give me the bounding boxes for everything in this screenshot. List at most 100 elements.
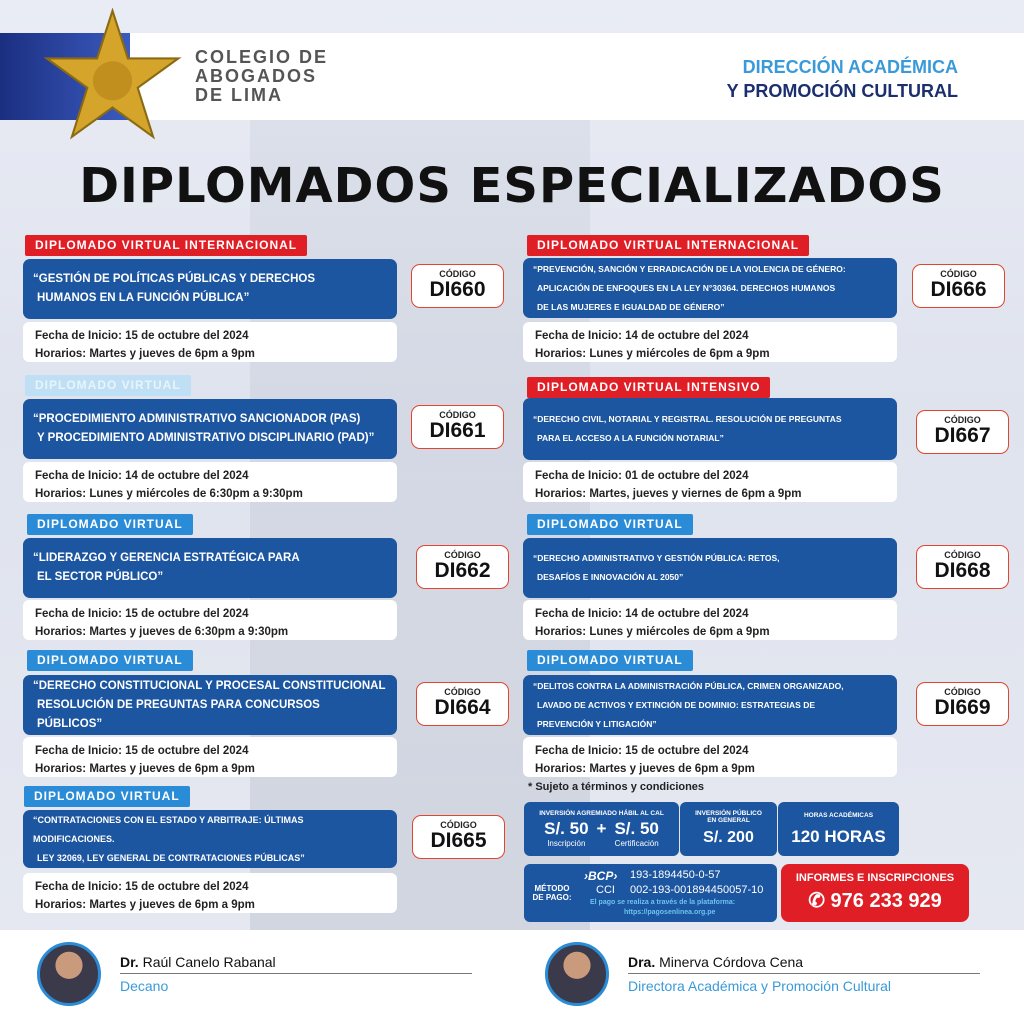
course-title-card: “GESTIÓN DE POLÍTICAS PÚBLICAS Y DERECHO…	[23, 259, 397, 319]
course-title: “PREVENCIÓN, SANCIÓN Y ERRADICACIÓN DE L…	[533, 260, 846, 317]
direction-line1: DIRECCIÓN ACADÉMICA	[742, 57, 958, 77]
course-title-card: “DELITOS CONTRA LA ADMINISTRACIÓN PÚBLIC…	[523, 675, 897, 735]
course-title-line: HUMANOS EN LA FUNCIÓN PÚBLICA”	[37, 292, 250, 304]
payment-label: MÉTODO DE PAGO:	[532, 884, 572, 902]
plus-sign: +	[596, 819, 607, 838]
registration-label: Inscripción	[547, 839, 586, 848]
course-title-line: Y PROCEDIMIENTO ADMINISTRATIVO DISCIPLIN…	[37, 432, 375, 444]
header-band	[0, 33, 1024, 120]
course-title-line: “CONTRATACIONES CON EL ESTADO Y ARBITRAJ…	[33, 814, 304, 844]
public-label: INVERSIÓN PÚBLICO EN GENERAL	[695, 810, 762, 824]
course-tag: DIPLOMADO VIRTUAL	[527, 514, 693, 535]
course-code-box: CÓDIGO DI664	[416, 682, 509, 726]
course-title-line: RESOLUCIÓN DE PREGUNTAS PARA CONCURSOS P…	[37, 698, 320, 730]
public-price: S/. 200	[703, 829, 754, 846]
certification-price: S/. 50	[614, 819, 659, 838]
course-code: DI661	[429, 419, 486, 442]
direction-title: DIRECCIÓN ACADÉMICA Y PROMOCIÓN CULTURAL	[727, 55, 958, 103]
course-tag: DIPLOMADO VIRTUAL	[24, 786, 190, 807]
course-tag: DIPLOMADO VIRTUAL	[527, 650, 693, 671]
course-tag: DIPLOMADO VIRTUAL INTERNACIONAL	[25, 235, 308, 256]
course-info: Fecha de Inicio: 15 de octubre del 2024 H…	[523, 737, 897, 777]
director-role: Directora Académica y Promoción Cultural	[628, 978, 891, 994]
dean-title: Dr.	[120, 954, 139, 970]
course-schedule: Horarios: Martes y jueves de 6pm a 9pm	[535, 763, 755, 775]
course-code-label: CÓDIGO	[439, 269, 476, 279]
course-title-line: “PROCEDIMIENTO ADMINISTRATIVO SANCIONADO…	[33, 413, 361, 425]
course-code: DI665	[430, 829, 487, 852]
course-schedule: Horarios: Martes y jueves de 6:30pm a 9:…	[35, 626, 289, 638]
course-code: DI668	[934, 559, 991, 582]
course-code-box: CÓDIGO DI660	[411, 264, 504, 308]
course-code: DI669	[934, 696, 991, 719]
course-code-label: CÓDIGO	[440, 820, 477, 830]
course-start-date: Fecha de Inicio: 15 de octubre del 2024	[35, 881, 249, 893]
course-title-line: APLICACIÓN DE ENFOQUES EN LA LEY N°30364…	[537, 282, 836, 293]
course-info: Fecha de Inicio: 14 de octubre del 2024 H…	[23, 462, 397, 502]
course-start-date: Fecha de Inicio: 15 de octubre del 2024	[35, 608, 249, 620]
course-title: “DERECHO CIVIL, NOTARIAL Y REGISTRAL. RE…	[533, 410, 842, 448]
course-title-line: “GESTIÓN DE POLÍTICAS PÚBLICAS Y DERECHO…	[33, 273, 316, 285]
course-code-label: CÓDIGO	[944, 687, 981, 697]
course-start-date: Fecha de Inicio: 14 de octubre del 2024	[535, 608, 749, 620]
footer	[0, 930, 1024, 1020]
course-schedule: Horarios: Martes, jueves y viernes de 6p…	[535, 488, 802, 500]
avatar-dean	[37, 942, 101, 1006]
course-start-date: Fecha de Inicio: 01 de octubre del 2024	[535, 470, 749, 482]
contact-phone[interactable]: 976 233 929	[830, 890, 942, 912]
course-schedule: Horarios: Martes y jueves de 6pm a 9pm	[35, 348, 255, 360]
contact-box[interactable]: INFORMES E INSCRIPCIONES ✆ 976 233 929	[781, 864, 969, 922]
course-title: “PROCEDIMIENTO ADMINISTRATIVO SANCIONADO…	[33, 410, 374, 448]
course-title-card: “PREVENCIÓN, SANCIÓN Y ERRADICACIÓN DE L…	[523, 258, 897, 318]
course-title: “DELITOS CONTRA LA ADMINISTRACIÓN PÚBLIC…	[533, 677, 844, 734]
course-info: Fecha de Inicio: 14 de octubre del 2024 H…	[523, 322, 897, 362]
member-label: INVERSIÓN AGREMIADO HÁBIL AL CAL	[539, 810, 664, 817]
course-title: “DERECHO ADMINISTRATIVO Y GESTIÓN PÚBLIC…	[533, 549, 780, 587]
course-info: Fecha de Inicio: 15 de octubre del 2024 H…	[23, 600, 397, 640]
course-start-date: Fecha de Inicio: 15 de octubre del 2024	[535, 745, 749, 757]
course-tag: DIPLOMADO VIRTUAL INTERNACIONAL	[527, 235, 810, 256]
course-start-date: Fecha de Inicio: 14 de octubre del 2024	[535, 330, 749, 342]
logo-line: COLEGIO DE	[195, 47, 329, 67]
course-title-line: PARA EL ACCESO A LA FUNCIÓN NOTARIAL”	[537, 433, 724, 443]
course-info: Fecha de Inicio: 01 de octubre del 2024 H…	[523, 462, 897, 502]
course-title: “GESTIÓN DE POLÍTICAS PÚBLICAS Y DERECHO…	[33, 270, 315, 308]
course-title-line: EL SECTOR PÚBLICO”	[37, 571, 164, 583]
payment-note: El pago se realiza a través de la plataf…	[590, 899, 736, 906]
course-code: DI667	[934, 424, 991, 447]
course-code-box: CÓDIGO DI667	[916, 410, 1009, 454]
course-start-date: Fecha de Inicio: 15 de octubre del 2024	[35, 330, 249, 342]
course-code-label: CÓDIGO	[940, 269, 977, 279]
cal-star-logo	[43, 8, 182, 140]
course-code-box: CÓDIGO DI668	[916, 545, 1009, 589]
course-title-card: “CONTRATACIONES CON EL ESTADO Y ARBITRAJ…	[23, 810, 397, 868]
course-title-card: “DERECHO CIVIL, NOTARIAL Y REGISTRAL. RE…	[523, 398, 897, 460]
course-code: DI662	[434, 559, 491, 582]
course-tag: DIPLOMADO VIRTUAL	[27, 514, 193, 535]
course-title-line: LAVADO DE ACTIVOS Y EXTINCIÓN DE DOMINIO…	[537, 699, 816, 710]
bcp-logo: ›BCP›	[584, 869, 618, 883]
payment-url[interactable]: https://pagosenlinea.org.pe	[624, 909, 716, 916]
course-info: Fecha de Inicio: 14 de octubre del 2024 H…	[523, 600, 897, 640]
director-title: Dra.	[628, 954, 656, 970]
course-title: “DERECHO CONSTITUCIONAL Y PROCESAL CONST…	[33, 677, 387, 734]
course-title-line: LEY 32069, LEY GENERAL DE CONTRATACIONES…	[37, 852, 305, 863]
avatar-director	[545, 942, 609, 1006]
course-schedule: Horarios: Lunes y miércoles de 6:30pm a …	[35, 488, 303, 500]
course-title-line: “DERECHO CIVIL, NOTARIAL Y REGISTRAL. RE…	[533, 414, 842, 424]
course-start-date: Fecha de Inicio: 15 de octubre del 2024	[35, 745, 249, 757]
hours-box: HORAS ACADÉMICAS 120 HORAS	[778, 802, 899, 856]
course-code-box: CÓDIGO DI669	[916, 682, 1009, 726]
course-title-card: “LIDERAZGO Y GERENCIA ESTRATÉGICA PARA EL…	[23, 538, 397, 598]
director-name-text: Minerva Córdova Cena	[659, 954, 804, 970]
contact-label: INFORMES E INSCRIPCIONES	[795, 872, 955, 884]
course-title-card: “DERECHO CONSTITUCIONAL Y PROCESAL CONST…	[23, 675, 397, 735]
dean-name-text: Raúl Canelo Rabanal	[142, 954, 276, 970]
course-title-line: DE LAS MUJERES E IGUALDAD DE GÉNERO”	[537, 301, 725, 312]
course-title: “CONTRATACIONES CON EL ESTADO Y ARBITRAJ…	[33, 811, 387, 868]
course-title-line: “DERECHO ADMINISTRATIVO Y GESTIÓN PÚBLIC…	[533, 553, 780, 563]
course-code-label: CÓDIGO	[944, 415, 981, 425]
course-schedule: Horarios: Martes y jueves de 6pm a 9pm	[35, 899, 255, 911]
course-code-box: CÓDIGO DI661	[411, 405, 504, 449]
cci-number: 002-193-001894450057-10	[630, 884, 764, 896]
